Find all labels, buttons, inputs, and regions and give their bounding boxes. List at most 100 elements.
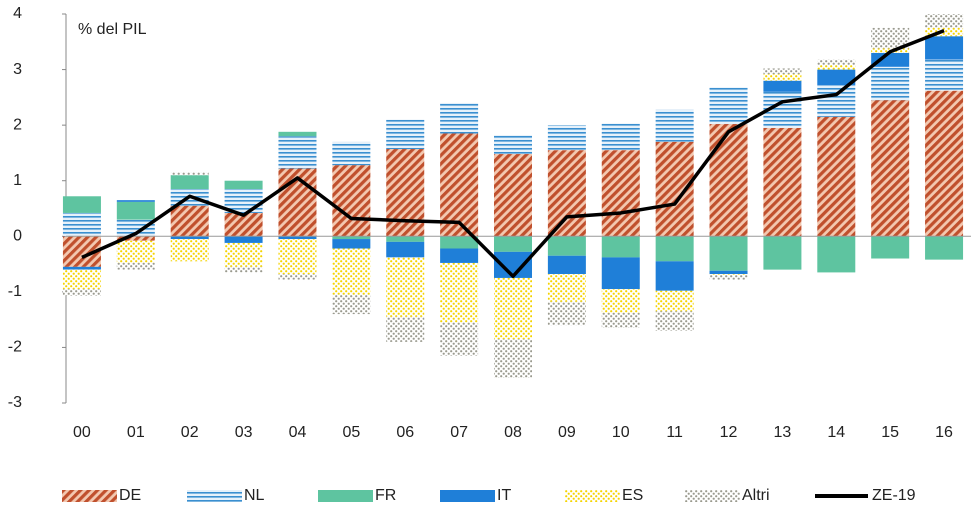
bar	[170, 205, 209, 237]
bar	[224, 242, 263, 267]
bar	[494, 135, 532, 155]
legend-label: ES	[622, 487, 643, 504]
bar	[871, 52, 910, 67]
bar	[224, 266, 263, 273]
bar	[547, 274, 586, 302]
x-tick-label: 15	[881, 424, 899, 441]
x-tick-label: 16	[935, 424, 953, 441]
bar	[925, 236, 964, 260]
bar	[116, 200, 155, 202]
bar	[116, 219, 155, 237]
bar	[601, 150, 640, 237]
bar	[62, 212, 101, 237]
bar	[601, 123, 640, 151]
bar	[62, 289, 101, 296]
bar	[494, 277, 532, 340]
bar	[601, 257, 640, 290]
bar	[601, 312, 640, 328]
bar	[925, 59, 964, 91]
bar	[224, 212, 263, 237]
y-tick-label: -1	[8, 283, 22, 300]
bar	[332, 294, 371, 315]
bar	[116, 201, 155, 220]
bar	[224, 236, 263, 243]
bar	[494, 339, 532, 378]
x-tick-label: 11	[666, 424, 683, 441]
bar	[332, 236, 371, 240]
legend-swatch	[318, 490, 373, 502]
bar	[440, 133, 479, 237]
bar	[440, 236, 479, 249]
legend-label: ZE-19	[872, 487, 916, 504]
x-tick-label: 01	[127, 424, 145, 441]
bar	[170, 175, 209, 190]
bar	[170, 239, 209, 262]
bar	[116, 240, 155, 263]
bar	[817, 59, 856, 66]
legend-swatch	[62, 490, 117, 502]
bar	[386, 119, 425, 150]
x-tick-label: 08	[504, 424, 522, 441]
bar	[547, 255, 586, 275]
bar	[709, 274, 748, 276]
bar	[494, 154, 532, 237]
bar	[709, 124, 748, 237]
bar	[386, 316, 425, 342]
bar	[655, 290, 694, 312]
bar	[116, 262, 155, 270]
bar	[278, 274, 317, 280]
y-tick-label: -2	[8, 339, 22, 356]
bar	[763, 127, 802, 237]
bar	[547, 301, 586, 326]
bar	[278, 239, 317, 275]
legend-swatch	[440, 490, 495, 502]
legend-label: Altri	[742, 487, 770, 504]
bar	[925, 36, 964, 60]
bar	[62, 196, 101, 213]
bar	[817, 65, 856, 70]
x-tick-label: 05	[342, 424, 360, 441]
x-tick-label: 04	[289, 424, 307, 441]
x-tick-label: 12	[720, 424, 738, 441]
bar	[494, 236, 532, 252]
bar	[62, 269, 101, 290]
bar	[763, 80, 802, 92]
x-tick-label: 03	[235, 424, 253, 441]
bar	[170, 236, 209, 240]
x-tick-label: 02	[181, 424, 199, 441]
bar	[547, 236, 586, 256]
x-tick-label: 10	[612, 424, 630, 441]
legend-label: FR	[375, 487, 396, 504]
bar	[655, 109, 694, 142]
bar	[278, 236, 317, 240]
bar	[709, 236, 748, 271]
bar	[817, 236, 856, 273]
legend-label: IT	[497, 487, 511, 504]
bar	[655, 311, 694, 331]
bar	[763, 74, 802, 81]
bar	[332, 141, 371, 166]
legend-label: DE	[119, 487, 141, 504]
bar	[709, 270, 748, 275]
bar	[817, 116, 856, 237]
bar	[601, 236, 640, 258]
bar	[925, 90, 964, 237]
bar	[709, 275, 748, 280]
bar	[332, 239, 371, 249]
bar	[871, 66, 910, 101]
bar	[386, 149, 425, 237]
bar	[655, 261, 694, 291]
bar	[655, 236, 694, 262]
line	[81, 29, 945, 279]
legend-swatch	[565, 490, 620, 502]
bar	[278, 136, 317, 169]
bar	[386, 241, 425, 258]
bar	[386, 236, 425, 242]
legend-swatch	[685, 490, 740, 502]
bar	[440, 262, 479, 323]
bar	[386, 257, 425, 317]
x-tick-label: 09	[558, 424, 576, 441]
y-tick-label: 3	[13, 61, 22, 78]
bar	[440, 102, 479, 134]
